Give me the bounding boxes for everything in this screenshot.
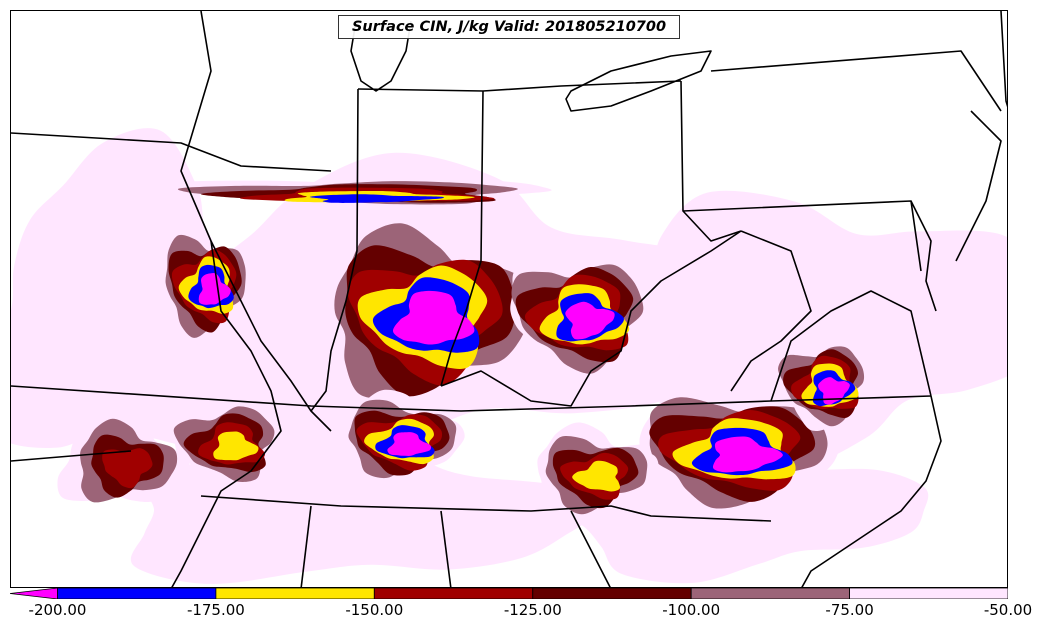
map-panel xyxy=(10,10,1008,588)
cin-core-carolinas-level-6 xyxy=(712,436,783,473)
colorbar-tick-label: -50.00 xyxy=(983,601,1033,619)
cin-core-arkansas-level-4 xyxy=(213,431,259,461)
cin-core-tennessee xyxy=(537,422,659,516)
colorbar-segment-1 xyxy=(215,588,375,599)
border-ohio-east xyxy=(680,80,742,242)
colorbar-tick-label: -125.00 xyxy=(503,601,562,619)
border-ny-vt xyxy=(1000,11,1007,108)
colorbar-tick-label: -75.00 xyxy=(825,601,874,619)
cin-core-kentucky-level-6 xyxy=(387,432,431,456)
border-lake-erie xyxy=(565,50,712,112)
cin-core-missouri xyxy=(160,220,252,338)
cin-core-ohio xyxy=(510,252,651,380)
border-ga-sc xyxy=(570,510,611,587)
cin-core-arkansas xyxy=(170,403,285,492)
map-title: Surface CIN, J/kg Valid: 201805210700 xyxy=(338,15,680,39)
border-mississippi xyxy=(171,240,282,587)
border-illinois-west xyxy=(180,11,332,432)
border-indiana-east xyxy=(440,90,484,387)
cin-core-virginia xyxy=(778,340,870,432)
cin-field xyxy=(11,128,1007,584)
border-delaware-bay xyxy=(910,200,937,312)
colorbar xyxy=(10,588,1008,599)
cin-core-illinois-indiana xyxy=(310,207,549,399)
colorbar-tick-label: -175.00 xyxy=(186,601,245,619)
border-michigan-south xyxy=(357,80,682,92)
colorbar-segment-2 xyxy=(373,588,534,599)
colorbar-tick-label: -100.00 xyxy=(662,601,721,619)
cin-core-kentucky xyxy=(339,389,465,479)
state-borders xyxy=(11,11,1007,587)
cin-core-mississippi xyxy=(57,406,190,503)
colorbar-segment-3 xyxy=(532,588,692,599)
border-kentucky-south xyxy=(11,385,932,412)
border-ohio-river xyxy=(440,230,742,407)
cin-core-mississippi-level-3 xyxy=(102,448,153,489)
border-lake-michigan xyxy=(350,20,412,92)
colorbar-extend-arrow xyxy=(10,588,58,599)
colorbar-tick-label: -200.00 xyxy=(28,601,87,619)
border-illinois-east xyxy=(310,88,359,412)
border-virginia xyxy=(770,290,932,402)
colorbar-segment-5 xyxy=(849,588,1008,599)
cin-band-north-level-5 xyxy=(309,194,444,203)
colorbar-segment-0 xyxy=(57,588,217,599)
border-tennessee-south xyxy=(200,495,772,522)
border-ms-al xyxy=(300,505,312,587)
colorbar-tick-label: -150.00 xyxy=(345,601,404,619)
border-texas-arkansas xyxy=(11,450,132,462)
border-iowa-south xyxy=(11,132,332,172)
cin-core-illinois-indiana-level-6 xyxy=(392,290,475,345)
border-wv xyxy=(730,230,812,392)
cin-band-north xyxy=(171,179,552,207)
cin-map xyxy=(11,11,1007,587)
border-ny-south xyxy=(710,50,1002,112)
cin-core-virginia-level-6 xyxy=(818,377,850,405)
cin-core-carolinas xyxy=(639,381,843,510)
cin-core-tennessee-level-4 xyxy=(572,460,621,492)
border-coast-east xyxy=(801,395,942,587)
border-al-ga xyxy=(440,510,452,587)
border-nj-coast xyxy=(955,110,1002,262)
cin-core-missouri-level-6 xyxy=(198,273,231,305)
cin-core-ohio-level-6 xyxy=(565,301,615,340)
colorbar-segment-4 xyxy=(690,588,851,599)
